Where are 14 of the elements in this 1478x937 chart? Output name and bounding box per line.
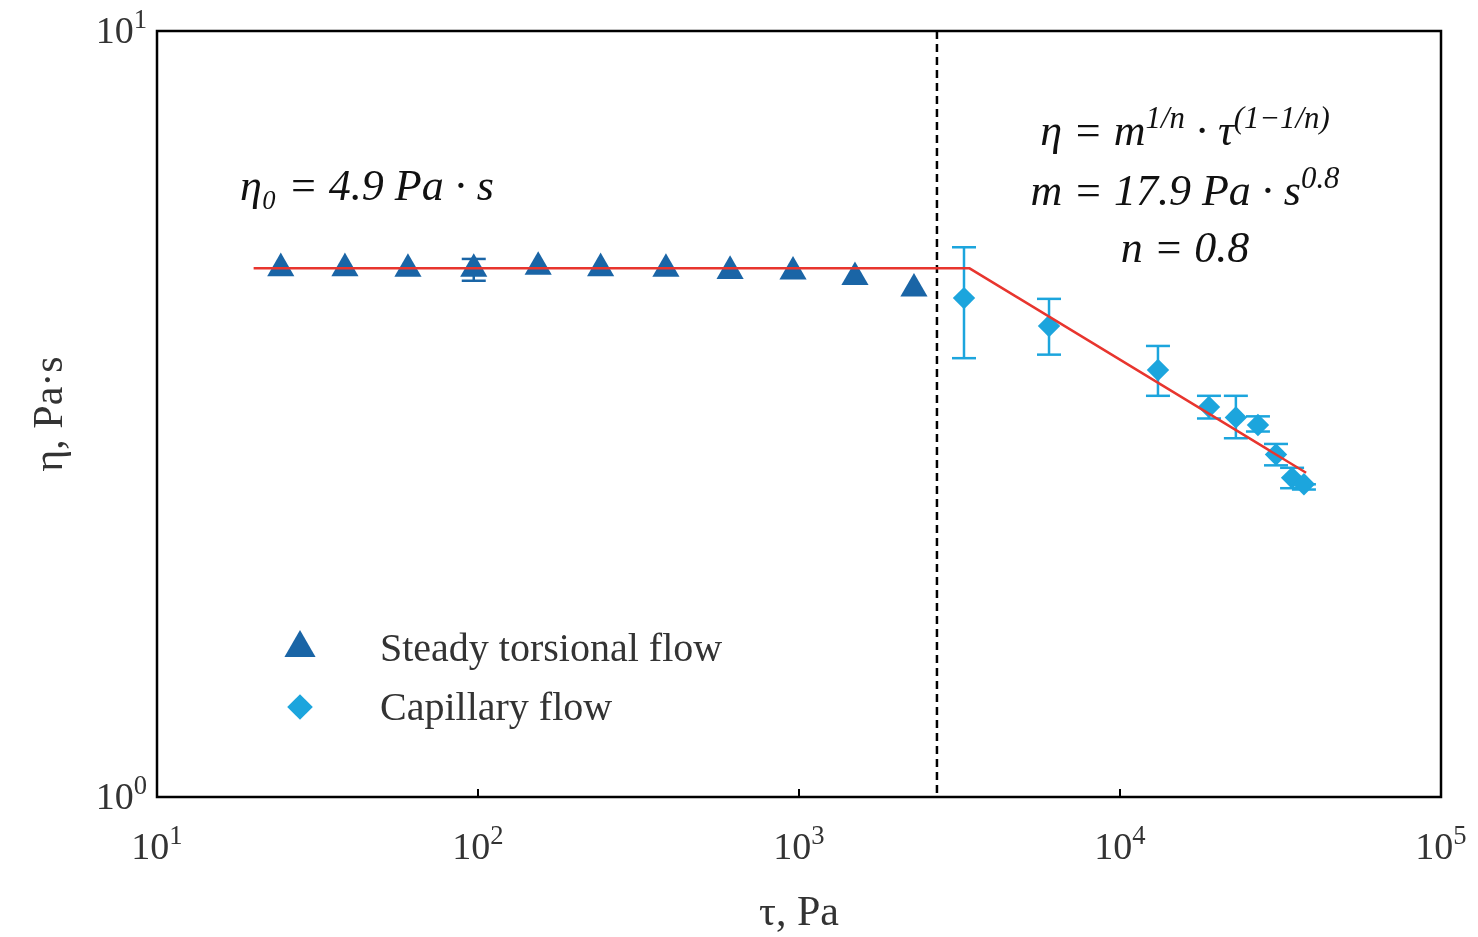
x-axis-title: τ, Pa (759, 888, 840, 934)
x-tick-label: 10$^{4}$ (1094, 820, 1146, 867)
x-tick-label: 10$^{5}$ (1415, 820, 1467, 867)
x-tick-label: 10$^{3}$ (773, 820, 825, 867)
y-tick-label: 10$^{0}$ (95, 770, 147, 817)
annotation: n = 0.8 (1120, 223, 1250, 272)
legend-label: Capillary flow (380, 684, 613, 729)
annotation: m = 17.9 Pa · s$^{0.8}$ (1030, 161, 1341, 215)
x-tick-label: 10$^{1}$ (131, 820, 183, 867)
annotation: η = m$^{1/n}$ · τ$^{(1−1/n)}$ (1040, 101, 1330, 155)
annotation: η₀ = 4.9 Pa · s (240, 161, 494, 210)
y-axis-title: η, Pa·s (25, 356, 71, 472)
x-tick-label: 10$^{2}$ (452, 820, 504, 867)
legend-label: Steady torsional flow (380, 625, 723, 670)
